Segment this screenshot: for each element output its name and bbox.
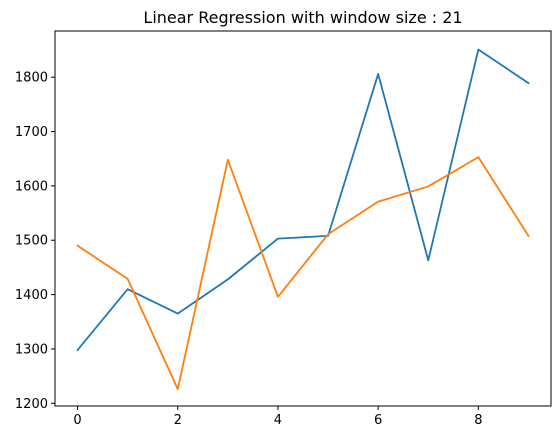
y-tick-label: 1400 — [15, 288, 48, 303]
x-tick-label: 8 — [474, 413, 482, 428]
axes-layer: 0 2 4 6 8 1200 1300 1400 1500 1600 1700 1800 — [15, 30, 552, 428]
x-tick-label: 2 — [174, 413, 182, 428]
y-tick-label: 1300 — [15, 342, 48, 357]
series-line-2 — [76, 156, 530, 391]
series-layer — [76, 48, 530, 391]
y-tick-label: 1600 — [15, 179, 48, 194]
chart-title: Linear Regression with window size : 21 — [143, 8, 462, 27]
series-line-1 — [76, 48, 530, 352]
y-tick-label: 1200 — [15, 397, 48, 412]
y-tick-label: 1800 — [15, 71, 48, 86]
x-tick-label: 4 — [274, 413, 282, 428]
y-tick-label: 1700 — [15, 125, 48, 140]
x-tick-label: 6 — [374, 413, 382, 428]
plot-frame — [54, 30, 552, 407]
x-tick-label: 0 — [73, 413, 81, 428]
y-tick-label: 1500 — [15, 234, 48, 249]
